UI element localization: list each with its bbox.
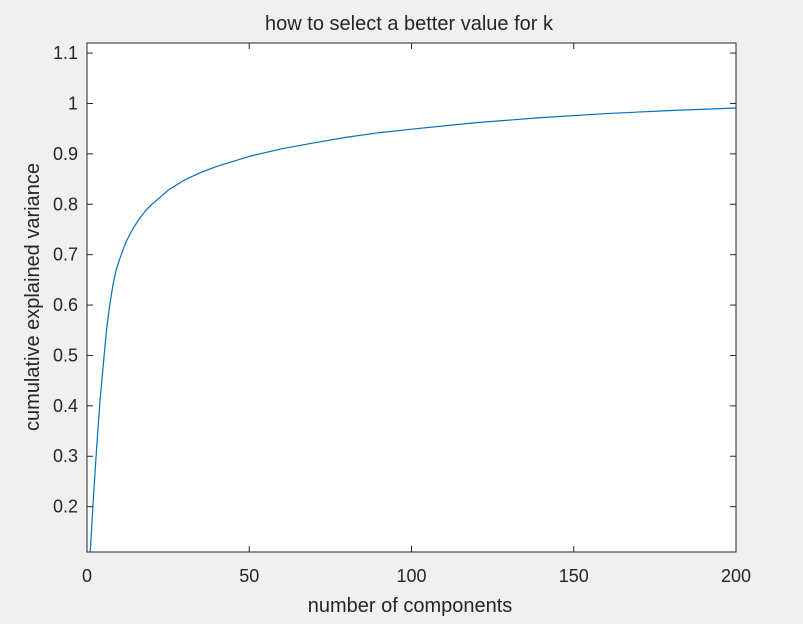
- x-tick-label: 0: [82, 566, 92, 586]
- y-tick-label: 0.9: [53, 144, 78, 164]
- x-ticks: 0 50 100 150 200: [82, 43, 751, 586]
- y-tick-label: 0.4: [53, 396, 78, 416]
- plot-area: [87, 43, 736, 552]
- y-tick-label: 0.6: [53, 295, 78, 315]
- y-tick-label: 0.8: [53, 194, 78, 214]
- y-ticks: 0.2 0.3 0.4 0.5 0.6 0.7 0.8 0.9 1 1.1: [53, 43, 736, 517]
- x-tick-label: 100: [396, 566, 426, 586]
- chart-title: how to select a better value for k: [265, 13, 554, 35]
- series-line: [89, 107, 737, 553]
- y-axis-label: cumulative explained variance: [22, 163, 44, 431]
- y-tick-label: 0.5: [53, 345, 78, 365]
- series-layer: [89, 107, 737, 553]
- x-tick-label: 50: [239, 566, 259, 586]
- y-tick-label: 0.2: [53, 497, 78, 517]
- y-tick-label: 0.7: [53, 245, 78, 265]
- y-tick-label: 1: [68, 93, 78, 113]
- y-tick-label: 1.1: [53, 43, 78, 63]
- x-axis-label: number of components: [308, 595, 513, 617]
- x-tick-label: 150: [559, 566, 589, 586]
- y-tick-label: 0.3: [53, 446, 78, 466]
- x-tick-label: 200: [721, 566, 751, 586]
